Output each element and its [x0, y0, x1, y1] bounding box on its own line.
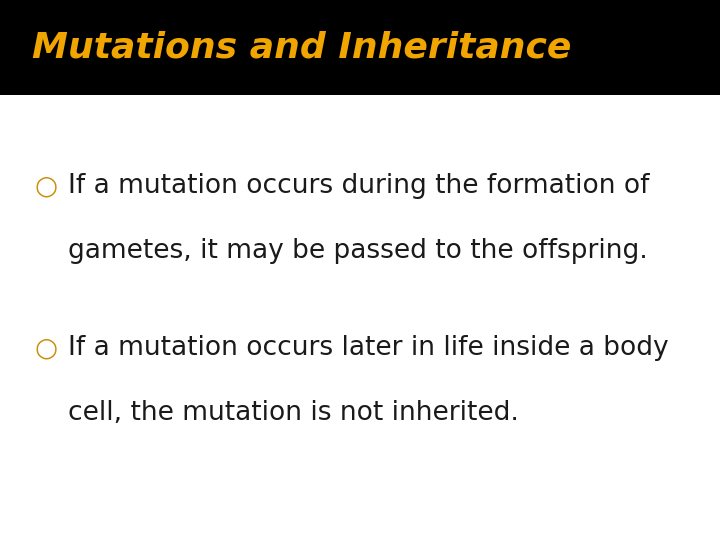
- Text: If a mutation occurs during the formation of: If a mutation occurs during the formatio…: [68, 173, 650, 199]
- Text: If a mutation occurs later in life inside a body: If a mutation occurs later in life insid…: [68, 335, 669, 361]
- Text: ○: ○: [35, 335, 58, 361]
- Text: gametes, it may be passed to the offspring.: gametes, it may be passed to the offspri…: [68, 238, 648, 264]
- Text: Mutations and Inheritance: Mutations and Inheritance: [32, 30, 572, 64]
- Text: cell, the mutation is not inherited.: cell, the mutation is not inherited.: [68, 400, 519, 426]
- Text: ○: ○: [35, 173, 58, 199]
